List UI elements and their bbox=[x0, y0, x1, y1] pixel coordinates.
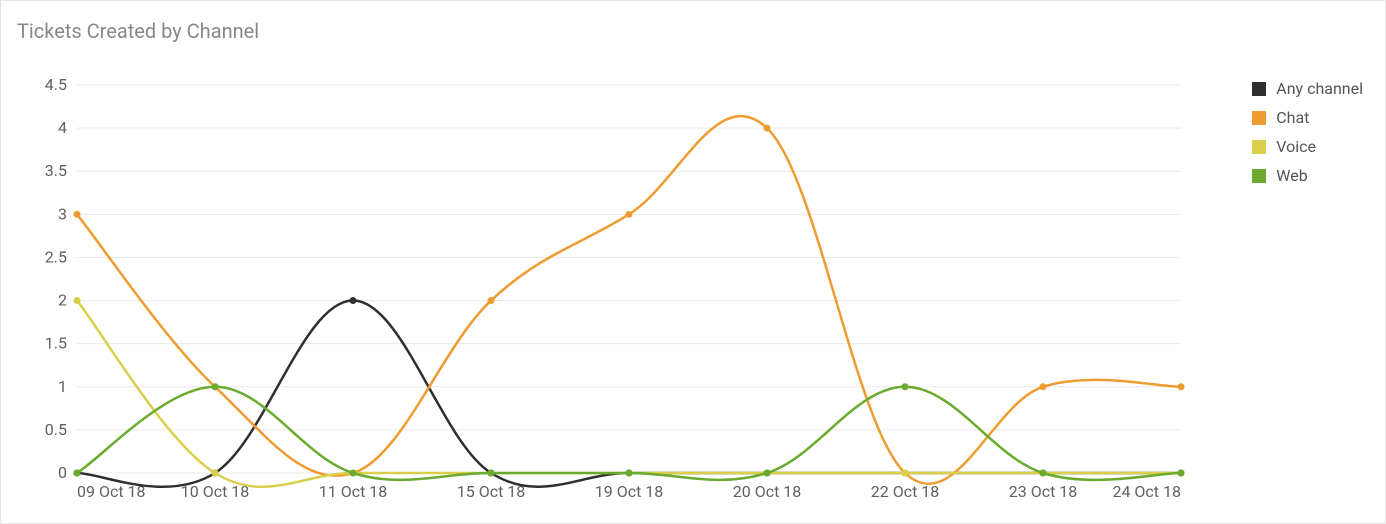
chart-title: Tickets Created by Channel bbox=[17, 19, 259, 43]
y-tick-label: 1 bbox=[58, 377, 67, 396]
y-tick-label: 3 bbox=[58, 204, 67, 223]
data-point bbox=[350, 470, 357, 477]
line-chart-svg: 00.511.522.533.544.509 Oct 1810 Oct 1811… bbox=[17, 73, 1371, 513]
x-tick-label: 20 Oct 18 bbox=[733, 482, 802, 501]
data-point bbox=[626, 211, 633, 218]
y-tick-label: 4 bbox=[58, 118, 67, 137]
data-point bbox=[212, 383, 219, 390]
y-tick-label: 0.5 bbox=[45, 420, 67, 439]
chart-card: Tickets Created by Channel 0 0.5 1 1.5 2 2.5 3… bbox=[0, 0, 1386, 524]
legend-label: Chat bbox=[1276, 108, 1309, 127]
legend-swatch bbox=[1252, 82, 1266, 96]
y-tick-label: 2 bbox=[58, 291, 67, 310]
data-point bbox=[764, 470, 771, 477]
data-point bbox=[902, 470, 909, 477]
data-point bbox=[488, 297, 495, 304]
data-point bbox=[212, 470, 219, 477]
data-point bbox=[74, 211, 81, 218]
chart-area: 00.511.522.533.544.509 Oct 1810 Oct 1811… bbox=[17, 73, 1369, 511]
y-tick-label: 3.5 bbox=[45, 161, 67, 180]
legend-label: Voice bbox=[1276, 137, 1316, 156]
data-point bbox=[1178, 470, 1185, 477]
legend-item[interactable]: Voice bbox=[1252, 137, 1363, 156]
legend-item[interactable]: Chat bbox=[1252, 108, 1363, 127]
legend-label: Web bbox=[1276, 166, 1307, 185]
data-point bbox=[626, 470, 633, 477]
data-point bbox=[74, 297, 81, 304]
legend-label: Any channel bbox=[1276, 79, 1363, 98]
data-point bbox=[1040, 383, 1047, 390]
data-point bbox=[74, 470, 81, 477]
legend-item[interactable]: Any channel bbox=[1252, 79, 1363, 98]
x-tick-label: 19 Oct 18 bbox=[595, 482, 664, 501]
y-tick-label: 1.5 bbox=[45, 334, 67, 353]
legend-swatch bbox=[1252, 111, 1266, 125]
y-tick-label: 0 bbox=[58, 463, 67, 482]
data-point bbox=[1178, 383, 1185, 390]
legend: Any channel Chat Voice Web bbox=[1252, 79, 1363, 195]
legend-swatch bbox=[1252, 140, 1266, 154]
x-tick-label: 24 Oct 18 bbox=[1112, 482, 1181, 501]
y-tick-label: 2.5 bbox=[45, 247, 67, 266]
data-point bbox=[902, 383, 909, 390]
series-line bbox=[77, 387, 1181, 480]
legend-item[interactable]: Web bbox=[1252, 166, 1363, 185]
data-point bbox=[1040, 470, 1047, 477]
x-tick-label: 23 Oct 18 bbox=[1009, 482, 1078, 501]
data-point bbox=[488, 470, 495, 477]
data-point bbox=[350, 297, 357, 304]
legend-swatch bbox=[1252, 169, 1266, 183]
y-tick-label: 4.5 bbox=[45, 75, 67, 94]
x-tick-label: 11 Oct 18 bbox=[319, 482, 388, 501]
data-point bbox=[764, 125, 771, 132]
